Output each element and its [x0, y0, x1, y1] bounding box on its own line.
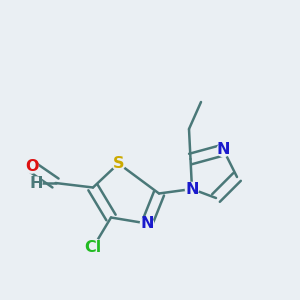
- Circle shape: [140, 217, 154, 230]
- Text: H: H: [29, 176, 43, 190]
- Text: N: N: [217, 142, 230, 158]
- Text: S: S: [113, 156, 124, 171]
- Text: Cl: Cl: [84, 240, 102, 255]
- Text: N: N: [185, 182, 199, 196]
- Circle shape: [30, 177, 42, 189]
- Circle shape: [84, 238, 102, 256]
- Circle shape: [112, 157, 125, 170]
- Circle shape: [25, 160, 38, 173]
- Text: N: N: [140, 216, 154, 231]
- Circle shape: [217, 143, 230, 157]
- Circle shape: [185, 182, 199, 196]
- Text: O: O: [25, 159, 38, 174]
